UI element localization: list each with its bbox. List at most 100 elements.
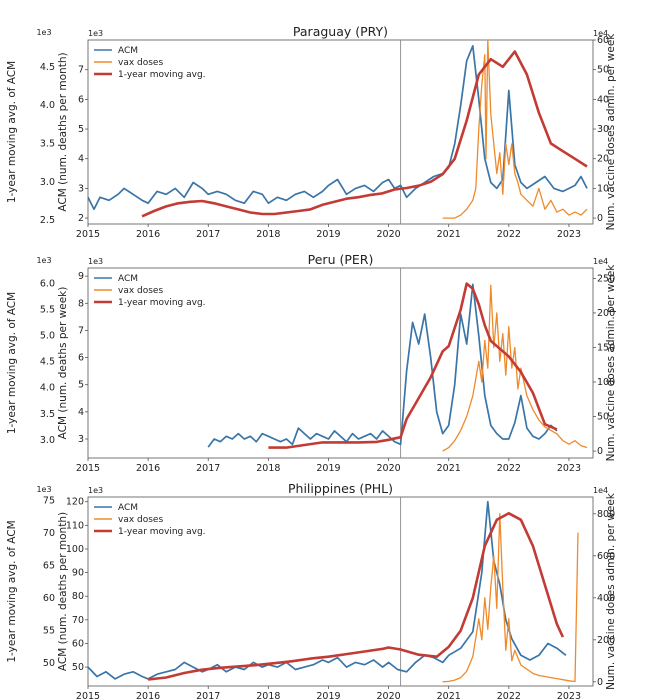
inner-y-axis-label: ACM (num. deaths per month) — [57, 52, 69, 211]
x-tick-label: 2021 — [437, 463, 461, 474]
x-tick-label: 2019 — [316, 691, 340, 700]
x-tick-label: 2019 — [316, 229, 340, 240]
right-y-tick-label: 0 — [597, 677, 603, 688]
legend-entry: 1-year moving avg. — [118, 298, 206, 308]
x-tick-label: 2016 — [136, 229, 160, 240]
inner-y-tick-label: 90 — [72, 568, 84, 579]
inner-y-tick-label: 60 — [72, 638, 84, 649]
x-tick-label: 2015 — [76, 463, 100, 474]
series-line-vax-doses — [442, 513, 579, 683]
right-y-tick-label: 50 — [597, 65, 609, 76]
legend: ACM vax doses 1-year moving avg. — [94, 46, 206, 80]
x-tick-label: 2023 — [557, 463, 581, 474]
inner-y-tick-label: 7 — [78, 325, 84, 336]
x-tick-label: 2018 — [256, 229, 280, 240]
x-tick-label: 2023 — [557, 229, 581, 240]
x-tick-label: 2022 — [497, 229, 521, 240]
series-line-acm — [207, 283, 558, 448]
legend-entry: ACM — [118, 503, 138, 513]
outer-y-tick-label: 55 — [43, 626, 55, 637]
inner-y-axis-label: ACM (num. deaths per week) — [57, 287, 69, 440]
series-line-vax-doses — [442, 39, 588, 219]
inner-y-tick-label: 5 — [78, 124, 84, 135]
outer-y-tick-label: 4.0 — [40, 383, 55, 394]
right-y-tick-label: 0 — [597, 446, 603, 457]
x-tick-label: 2017 — [196, 691, 220, 700]
outer-y-tick-label: 3.5 — [40, 409, 55, 420]
legend-entry: ACM — [118, 274, 138, 284]
inner-y-tick-label: 2 — [78, 213, 84, 224]
right-y-tick-label: 50 — [597, 412, 609, 423]
right-y-multiplier: 1e4 — [593, 486, 608, 495]
outer-y-axis-label: 1-year moving avg. of ACM — [6, 61, 18, 203]
legend-entry: vax doses — [118, 515, 163, 525]
right-y-tick-label: 30 — [597, 124, 609, 135]
right-y-tick-label: 20 — [597, 154, 609, 165]
outer-y-tick-label: 5.5 — [40, 305, 55, 316]
outer-y-tick-label: 4.5 — [40, 62, 55, 73]
outer-y-tick-label: 5.0 — [40, 331, 55, 342]
chart-title: Paraguay (PRY) — [293, 24, 388, 39]
right-y-tick-label: 200 — [597, 635, 615, 646]
outer-y-tick-label: 3.5 — [40, 139, 55, 150]
outer-y-tick-label: 70 — [43, 528, 55, 539]
inner-y-multiplier: 1e3 — [88, 257, 103, 266]
x-tick-label: 2022 — [497, 691, 521, 700]
inner-y-tick-label: 6 — [78, 353, 84, 364]
outer-y-tick-label: 4.0 — [40, 100, 55, 111]
right-y-tick-label: 600 — [597, 551, 615, 562]
series-line-1-year-moving-avg — [141, 50, 588, 218]
inner-y-tick-label: 3 — [78, 183, 84, 194]
outer-y-tick-label: 4.5 — [40, 357, 55, 368]
outer-y-multiplier: 1e3 — [36, 28, 51, 37]
legend-entry: vax doses — [118, 286, 163, 296]
inner-y-tick-label: 80 — [72, 591, 84, 602]
inner-y-tick-label: 110 — [66, 520, 84, 531]
right-y-tick-label: 100 — [597, 377, 615, 388]
x-tick-label: 2015 — [76, 229, 100, 240]
outer-y-tick-label: 75 — [43, 495, 55, 506]
series-line-acm — [87, 500, 567, 680]
series-line-vax-doses — [442, 284, 588, 452]
inner-y-tick-label: 70 — [72, 615, 84, 626]
series-line-1-year-moving-avg — [268, 282, 558, 449]
x-tick-label: 2017 — [196, 229, 220, 240]
outer-y-tick-label: 65 — [43, 560, 55, 571]
right-y-multiplier: 1e4 — [593, 29, 608, 38]
panel-2: Peru (PER) 2015 2016 2017 2018 2019 2020 2021 20… — [6, 252, 617, 474]
right-y-tick-label: 150 — [597, 342, 615, 353]
inner-y-multiplier: 1e3 — [88, 486, 103, 495]
x-tick-label: 2020 — [377, 691, 401, 700]
inner-y-tick-label: 120 — [66, 497, 84, 508]
legend: ACM vax doses 1-year moving avg. — [94, 274, 206, 308]
legend-entry: 1-year moving avg. — [118, 527, 206, 537]
inner-y-tick-label: 7 — [78, 65, 84, 76]
x-tick-label: 2021 — [437, 691, 461, 700]
panel-3: Philippines (PHL) 2015 2016 2017 2018 2019 202… — [6, 481, 617, 700]
inner-y-tick-label: 3 — [78, 434, 84, 445]
legend-entry: 1-year moving avg. — [118, 70, 206, 80]
right-y-multiplier: 1e4 — [593, 257, 608, 266]
x-tick-label: 2015 — [76, 691, 100, 700]
x-tick-label: 2018 — [256, 463, 280, 474]
x-tick-label: 2022 — [497, 463, 521, 474]
right-y-tick-label: 60 — [597, 35, 609, 46]
outer-y-tick-label: 3.0 — [40, 177, 55, 188]
legend-entry: vax doses — [118, 58, 163, 68]
inner-y-tick-label: 5 — [78, 380, 84, 391]
legend: ACM vax doses 1-year moving avg. — [94, 503, 206, 537]
right-y-axis-label: Num. vaccine doses admin. per week — [605, 33, 617, 231]
panel-1: Paraguay (PRY)2015 2016 2017 2018 2019 2020 20… — [6, 24, 617, 240]
plot-frame — [87, 496, 594, 687]
series-line-1-year-moving-avg — [147, 511, 565, 681]
right-y-tick-label: 200 — [597, 308, 615, 319]
outer-y-multiplier: 1e3 — [36, 485, 51, 494]
inner-y-multiplier: 1e3 — [88, 29, 103, 38]
inner-y-tick-label: 4 — [78, 154, 84, 165]
x-tick-label: 2020 — [377, 463, 401, 474]
outer-y-tick-label: 6.0 — [40, 279, 55, 290]
x-tick-label: 2018 — [256, 691, 280, 700]
outer-y-axis-label: 1-year moving avg. of ACM — [6, 520, 18, 662]
x-tick-label: 2020 — [377, 229, 401, 240]
